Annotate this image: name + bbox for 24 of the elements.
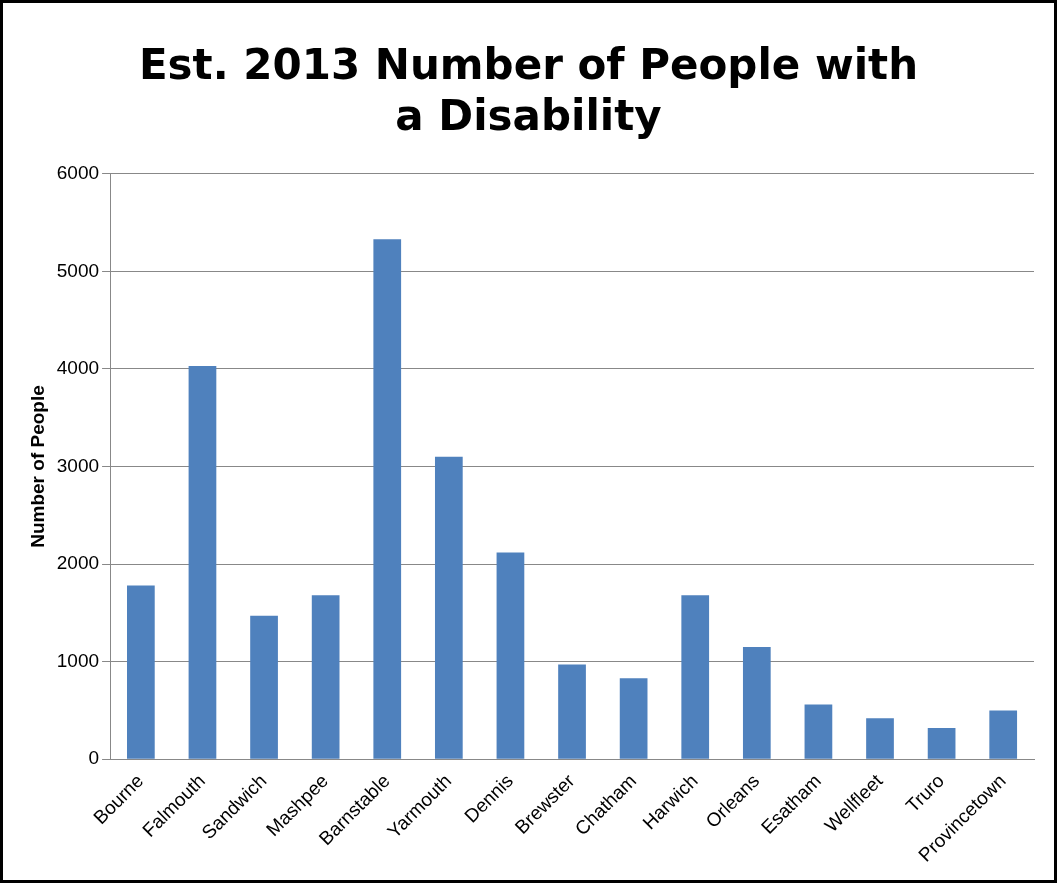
y-tick-label: 1000 bbox=[56, 649, 100, 671]
bar bbox=[250, 615, 278, 759]
y-tick-label: 4000 bbox=[56, 357, 100, 379]
bar bbox=[496, 552, 525, 759]
bar bbox=[927, 728, 956, 759]
bar bbox=[989, 710, 1018, 759]
y-tick-label: 2000 bbox=[56, 552, 100, 574]
bar bbox=[311, 595, 340, 759]
bar bbox=[127, 585, 155, 759]
y-tick-label: 0 bbox=[88, 747, 100, 769]
bar bbox=[373, 239, 402, 759]
chart-title: Est. 2013 Number of People with a Disability bbox=[138, 40, 919, 140]
bar bbox=[742, 647, 771, 759]
bar bbox=[804, 704, 833, 759]
y-axis-title: Number of People bbox=[26, 385, 48, 548]
bar bbox=[558, 664, 586, 759]
bar bbox=[619, 678, 648, 759]
bar bbox=[188, 366, 217, 759]
bar bbox=[434, 456, 463, 759]
bar bbox=[681, 595, 710, 759]
y-tick-label: 5000 bbox=[56, 259, 100, 281]
bar bbox=[866, 718, 894, 759]
y-tick-label: 3000 bbox=[56, 454, 100, 476]
y-tick-label: 6000 bbox=[56, 162, 100, 184]
